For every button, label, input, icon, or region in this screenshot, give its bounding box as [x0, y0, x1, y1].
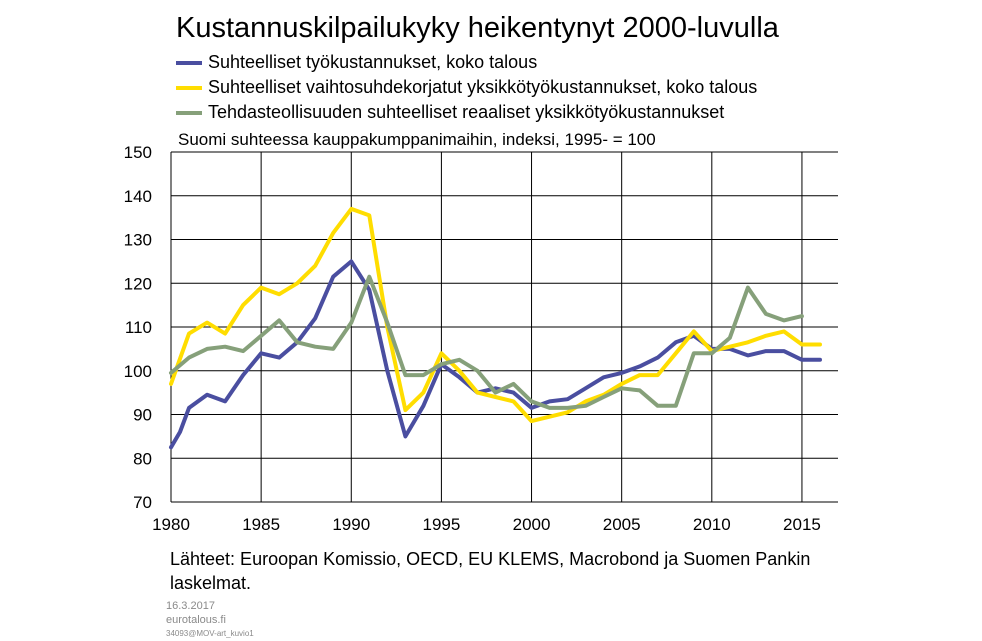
- legend-item-terms-of-trade-ulc: Suhteelliset vaihtosuhdekorjatut yksikkö…: [176, 75, 757, 100]
- legend-item-manufacturing-ulc: Tehdasteollisuuden suhteelliset reaalise…: [176, 100, 757, 125]
- y-tick-label: 100: [124, 362, 152, 381]
- series-line-3: [169, 274, 804, 410]
- legend-label-terms-of-trade-ulc: Suhteelliset vaihtosuhdekorjatut yksikkö…: [208, 77, 758, 97]
- x-tick-label: 2015: [783, 515, 821, 534]
- y-tick-label: 90: [133, 406, 152, 425]
- x-tick-label: 1980: [152, 515, 190, 534]
- footer-code: 34093@MOV-art_kuvio1: [166, 629, 254, 638]
- y-tick-label: 140: [124, 187, 152, 206]
- legend-swatch-labour-costs: [176, 60, 202, 65]
- chart-title: Kustannuskilpailukyky heikentynyt 2000-l…: [176, 12, 779, 44]
- x-tick-label: 2000: [513, 515, 551, 534]
- y-tick-label: 80: [133, 449, 152, 468]
- x-tick-label: 2010: [693, 515, 731, 534]
- legend-label-manufacturing-ulc: Tehdasteollisuuden suhteelliset reaalise…: [208, 102, 725, 122]
- footer-date: 16.3.2017: [166, 600, 215, 612]
- source-note: Lähteet: Euroopan Komissio, OECD, EU KLE…: [170, 549, 811, 593]
- legend: Suhteelliset työkustannukset, koko talou…: [176, 50, 757, 125]
- x-tick-label: 1990: [332, 515, 370, 534]
- y-tick-label: 120: [124, 274, 152, 293]
- legend-label-labour-costs: Suhteelliset työkustannukset, koko talou…: [208, 52, 538, 72]
- footer-site: eurotalous.fi: [166, 614, 226, 626]
- y-tick-label: 150: [124, 143, 152, 162]
- x-tick-label: 1985: [242, 515, 280, 534]
- chart-subtitle: Suomi suhteessa kauppakumppanimaihin, in…: [178, 130, 656, 149]
- legend-swatch-terms-of-trade-ulc: [176, 85, 202, 90]
- y-tick-label: 70: [133, 493, 152, 512]
- legend-item-labour-costs: Suhteelliset työkustannukset, koko talou…: [176, 50, 757, 75]
- x-tick-label: 2005: [603, 515, 641, 534]
- y-tick-label: 110: [125, 318, 152, 337]
- legend-swatch-manufacturing-ulc: [176, 110, 202, 115]
- x-tick-label: 1995: [422, 515, 460, 534]
- y-tick-label: 130: [124, 231, 152, 250]
